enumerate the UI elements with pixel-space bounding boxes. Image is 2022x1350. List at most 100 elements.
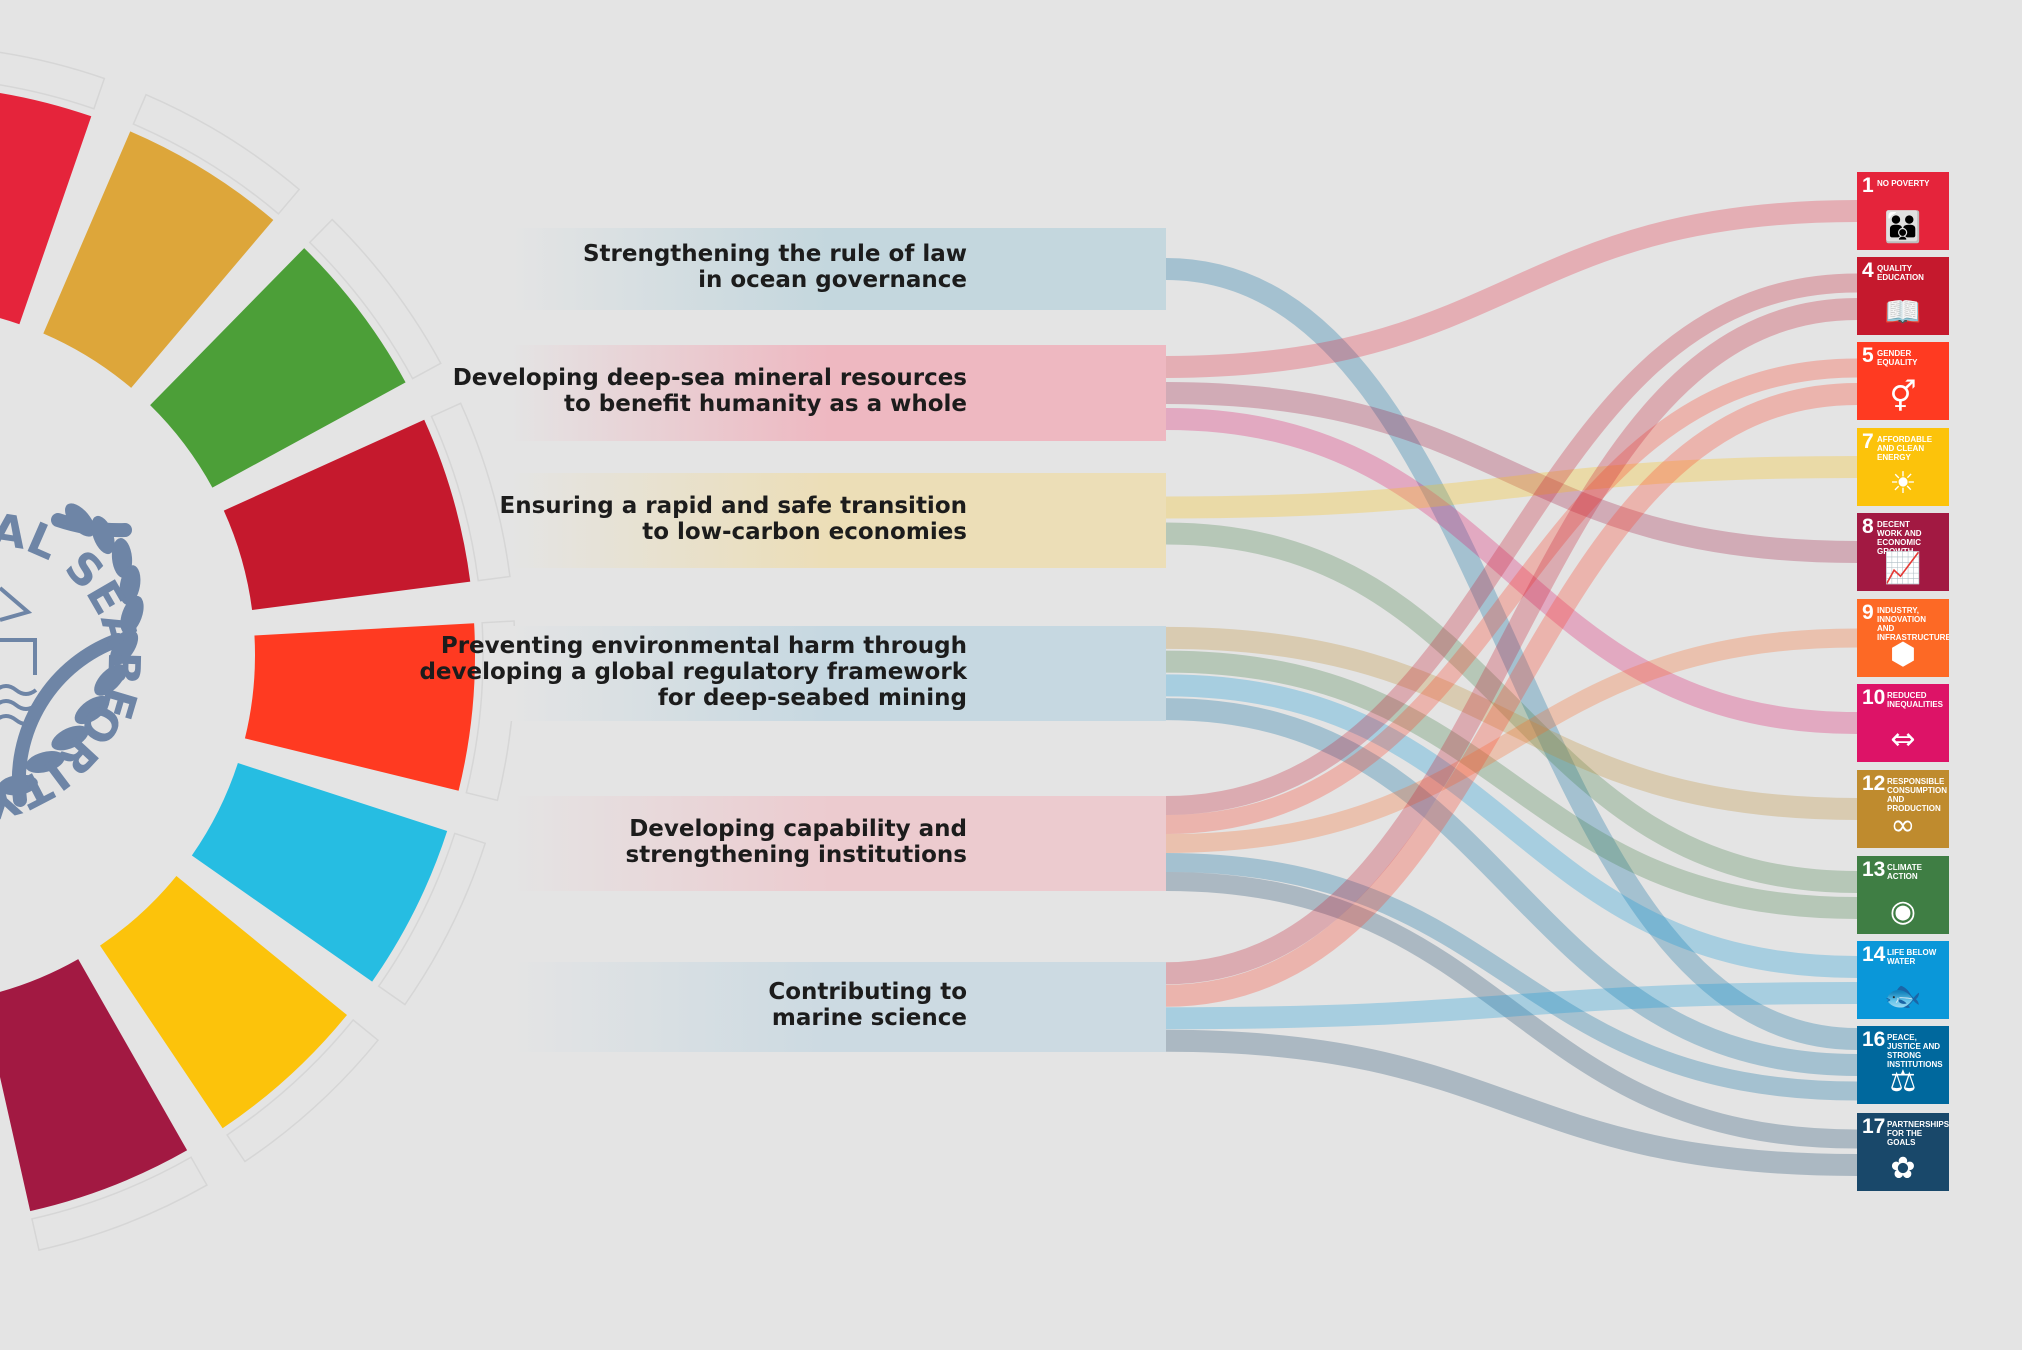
sdg-number: 7: [1862, 430, 1874, 453]
priority-label-line: to benefit humanity as a whole: [563, 391, 967, 417]
outer-ring-segment: [132, 93, 301, 215]
priority-label-line: marine science: [771, 1005, 967, 1031]
infinity-icon: ∞: [1890, 808, 1916, 843]
sdg-number: 17: [1862, 1115, 1886, 1138]
wheel-segment: [150, 248, 406, 488]
priority-label-line: Developing capability and: [629, 815, 967, 842]
flow-capability-to-sdg-9: [1165, 628, 1858, 853]
sdg-title: Life below water: [1887, 948, 1937, 966]
equality-arrows-icon: ⇔: [1890, 722, 1916, 757]
wheel-segment: [223, 419, 471, 610]
priority-label-marine-science: Contributing to marine science: [768, 979, 967, 1031]
flow-marine-science-to-sdg-17: [1165, 1029, 1858, 1176]
sdg-number: 12: [1862, 772, 1886, 795]
laurel-leaves-icon: [0, 503, 144, 796]
fish-icon: 🐟: [1884, 979, 1922, 1014]
priority-label-line: Developing deep-sea mineral resources: [452, 365, 967, 391]
sdg-title: Quality education: [1877, 264, 1924, 282]
flow-deep-sea-minerals-to-sdg-10: [1165, 408, 1858, 734]
sdg-tile-8: 8 Decent work and economic growth 📈: [1857, 513, 1949, 591]
priority-band-fade: [510, 626, 830, 721]
wheel-segment: [244, 623, 475, 791]
growth-chart-icon: 📈: [1884, 551, 1922, 586]
outer-ring-segment: [0, 51, 106, 110]
sdg-title: Partnerships for the goals: [1887, 1120, 1949, 1147]
wheel-segment: [43, 131, 274, 388]
sdg-number: 16: [1862, 1028, 1886, 1051]
earth-eye-icon: ◉: [1889, 894, 1917, 929]
flow-capability-to-sdg-17: [1165, 872, 1858, 1149]
flow-marine-science-to-sdg-14: [1165, 982, 1858, 1030]
sdg-title: Decent work and economic growth: [1877, 520, 1922, 556]
sdg-tile-17: 17 Partnerships for the goals ✿: [1857, 1113, 1949, 1191]
outer-ring-segment: [226, 1018, 380, 1163]
flow-env-harm-to-sdg-14: [1165, 674, 1858, 978]
outer-ring-segment: [308, 218, 442, 380]
cubes-icon: ⬢: [1889, 637, 1917, 672]
flow-low-carbon-to-sdg-13: [1165, 522, 1858, 893]
priority-label-line: Preventing environmental harm through: [440, 632, 967, 659]
flow-low-carbon-to-sdg-7: [1165, 456, 1858, 519]
people-icon: 👪: [1884, 210, 1922, 245]
outer-ring-segment: [377, 832, 487, 1006]
priority-label-line: to low-carbon economies: [642, 518, 967, 545]
wheel-segment: [0, 959, 188, 1212]
priority-bands: [510, 228, 1166, 1052]
priority-label-line: Contributing to: [768, 979, 967, 1005]
sdg-tile-13: 13 Climate action ◉: [1857, 856, 1949, 934]
flower-rings-icon: ✿: [1890, 1151, 1916, 1186]
priority-label-low-carbon: Ensuring a rapid and safe transition to l…: [500, 493, 967, 545]
priority-band-fade: [510, 228, 830, 310]
priority-label-line: developing a global regulatory framework: [419, 658, 967, 685]
sdg-title: Responsible consumption and production: [1887, 777, 1947, 813]
flow-rule-of-law-to-sdg-16: [1165, 258, 1858, 1050]
sdg-number: 5: [1862, 344, 1874, 367]
sdg-tile-5: 5 Gender equality ⚥: [1857, 342, 1949, 420]
flow-capability-to-sdg-16: [1165, 853, 1858, 1101]
sdg-number: 8: [1862, 515, 1874, 538]
flow-deep-sea-minerals-to-sdg-1: [1165, 200, 1858, 378]
priority-label-line: Strengthening the rule of law: [582, 241, 967, 267]
priority-band-fade: [510, 796, 830, 891]
priority-label-capability: Developing capability and strengthening i…: [626, 816, 967, 868]
sdg-title: Reduced inequalities: [1887, 691, 1944, 709]
book-icon: 📖: [1884, 295, 1922, 330]
priority-label-env-harm: Preventing environmental harm through dev…: [419, 633, 967, 711]
dove-gavel-icon: ⚖: [1889, 1064, 1917, 1099]
outer-ring-segment: [430, 402, 511, 582]
flow-marine-science-to-sdg-4: [1165, 298, 1858, 985]
sdg-number: 13: [1862, 858, 1886, 881]
priority-label-rule-of-law: Strengthening the rule of law in ocean go…: [583, 241, 967, 293]
wheel-segment: [191, 763, 448, 982]
sdg-tile-16: 16 Peace, justice and strong institutions…: [1857, 1026, 1949, 1104]
flow-env-harm-to-sdg-16: [1165, 698, 1858, 1076]
sdg-number: 14: [1862, 943, 1886, 966]
wheel-segment: [100, 876, 347, 1129]
priority-label-line: for deep-seabed mining: [657, 684, 967, 711]
sdg-tile-9: 9 Industry, innovation and infrastructure…: [1857, 599, 1949, 677]
sdg-title: Peace, justice and strong institutions: [1887, 1033, 1943, 1069]
sankey-flows: [1165, 200, 1858, 1176]
outer-ring-segment: [31, 1156, 208, 1251]
scales-waves-icon: [0, 586, 38, 726]
sdg-tile-1: 1 No poverty 👪: [1857, 172, 1949, 250]
sdg-title: No poverty: [1877, 179, 1930, 188]
priority-band-fade: [510, 345, 830, 441]
priority-band-fade: [510, 473, 830, 568]
sdg-tile-14: 14 Life below water 🐟: [1857, 941, 1949, 1019]
gender-icon: ⚥: [1889, 380, 1917, 415]
sdg-tile-7: 7 Affordable and clean energy ☀: [1857, 428, 1949, 506]
sun-icon: ☀: [1889, 466, 1917, 501]
flow-env-harm-to-sdg-12: [1165, 626, 1858, 820]
sdg-tile-12: 12 Responsible consumption and production…: [1857, 770, 1949, 848]
sdg-title: Affordable and clean energy: [1877, 435, 1933, 462]
priority-label-line: in ocean governance: [698, 267, 967, 293]
wheel-segment: [0, 92, 92, 325]
flow-env-harm-to-sdg-13: [1165, 650, 1858, 919]
priority-band-fade: [510, 962, 830, 1052]
sdg-number: 1: [1862, 174, 1874, 197]
sdg-tile-10: 10 Reduced inequalities ⇔: [1857, 684, 1949, 762]
flow-capability-to-sdg-4: [1165, 273, 1858, 815]
sdg-number: 9: [1862, 601, 1874, 624]
